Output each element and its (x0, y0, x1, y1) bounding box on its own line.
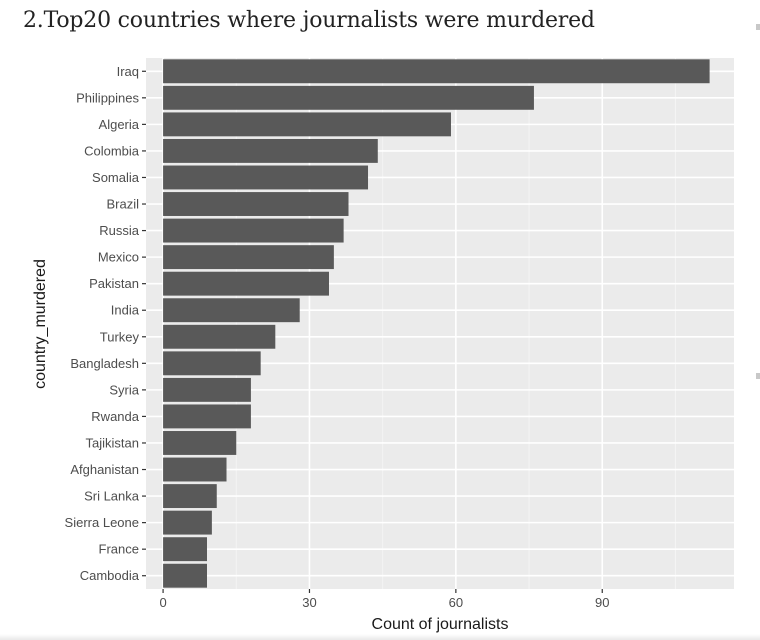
y-tick-label: Sierra Leone (65, 515, 139, 530)
y-tick-label: Tajikistan (86, 435, 139, 450)
y-tick-label: Bangladesh (70, 356, 139, 371)
bar-russia (163, 218, 344, 243)
bar-pakistan (163, 271, 329, 296)
bar-cambodia (163, 563, 207, 588)
y-tick-label: Iraq (117, 64, 139, 79)
x-tick-label: 30 (302, 595, 316, 610)
x-axis-ticks: 0 30 60 90 (159, 589, 609, 610)
bar-rwanda (163, 404, 251, 429)
y-tick-label: Pakistan (89, 276, 139, 291)
y-tick-label: Afghanistan (70, 462, 139, 477)
bar-india (163, 298, 300, 323)
y-tick-label: Colombia (84, 143, 140, 158)
x-tick-label: 0 (159, 595, 166, 610)
y-tick-label: Algeria (99, 117, 140, 132)
y-tick-label: Somalia (92, 170, 140, 185)
y-tick-label: Mexico (98, 250, 139, 265)
bottom-shadow (0, 634, 760, 640)
bar-syria (163, 377, 251, 402)
bar-somalia (163, 165, 369, 190)
bar-philippines (163, 85, 534, 110)
bar-iraq (163, 59, 710, 84)
x-tick-label: 90 (595, 595, 609, 610)
bar-turkey (163, 324, 276, 349)
y-tick-label: Rwanda (91, 409, 139, 424)
y-axis-ticks: Iraq Philippines Algeria Colombia Somalia Bra… (65, 64, 146, 583)
x-tick-label: 60 (449, 595, 463, 610)
edge-marker (756, 24, 760, 30)
y-tick-label: Cambodia (80, 568, 140, 583)
y-tick-label: Philippines (76, 90, 139, 105)
bar-algeria (163, 112, 451, 137)
bar-afghanistan (163, 457, 227, 482)
y-tick-label: Sri Lanka (84, 489, 140, 504)
chart-panel (146, 58, 734, 589)
edge-marker (756, 373, 760, 379)
y-tick-label: Syria (109, 382, 139, 397)
bar-mexico (163, 245, 334, 270)
bar-sierra-leone (163, 510, 212, 535)
y-tick-label: India (111, 303, 140, 318)
y-tick-label: Brazil (106, 197, 139, 212)
y-tick-label: Turkey (100, 329, 140, 344)
bar-bangladesh (163, 351, 261, 376)
x-axis-title: Count of journalists (372, 616, 509, 633)
bar-colombia (163, 138, 378, 163)
bars (163, 59, 710, 588)
bar-france (163, 537, 207, 562)
y-tick-label: Russia (99, 223, 140, 238)
bar-brazil (163, 192, 349, 216)
page-title: 2.Top20 countries where journalists were… (23, 8, 595, 33)
y-tick-label: France (99, 542, 139, 557)
bar-tajikistan (163, 431, 237, 455)
y-axis-title: country_murdered (32, 259, 49, 389)
bar-sri-lanka (163, 484, 217, 509)
